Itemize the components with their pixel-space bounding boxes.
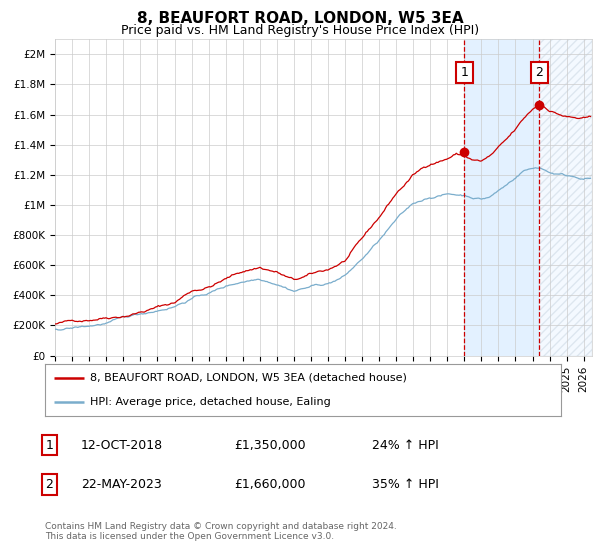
Text: 2: 2 — [45, 478, 53, 491]
Text: 8, BEAUFORT ROAD, LONDON, W5 3EA (detached house): 8, BEAUFORT ROAD, LONDON, W5 3EA (detach… — [91, 373, 407, 383]
Text: £1,660,000: £1,660,000 — [234, 478, 305, 491]
Text: Price paid vs. HM Land Registry's House Price Index (HPI): Price paid vs. HM Land Registry's House … — [121, 24, 479, 36]
Text: 12-OCT-2018: 12-OCT-2018 — [81, 438, 163, 452]
Text: 24% ↑ HPI: 24% ↑ HPI — [372, 438, 439, 452]
Text: 1: 1 — [45, 438, 53, 452]
Text: 1: 1 — [460, 66, 468, 79]
Text: Contains HM Land Registry data © Crown copyright and database right 2024.
This d: Contains HM Land Registry data © Crown c… — [45, 522, 397, 542]
Bar — [464, 39, 539, 356]
Text: 8, BEAUFORT ROAD, LONDON, W5 3EA: 8, BEAUFORT ROAD, LONDON, W5 3EA — [137, 11, 463, 26]
Text: 35% ↑ HPI: 35% ↑ HPI — [372, 478, 439, 491]
Text: 2: 2 — [535, 66, 543, 79]
Bar — [539, 39, 592, 356]
Text: HPI: Average price, detached house, Ealing: HPI: Average price, detached house, Eali… — [91, 396, 331, 407]
Text: 22-MAY-2023: 22-MAY-2023 — [81, 478, 162, 491]
Text: £1,350,000: £1,350,000 — [234, 438, 305, 452]
